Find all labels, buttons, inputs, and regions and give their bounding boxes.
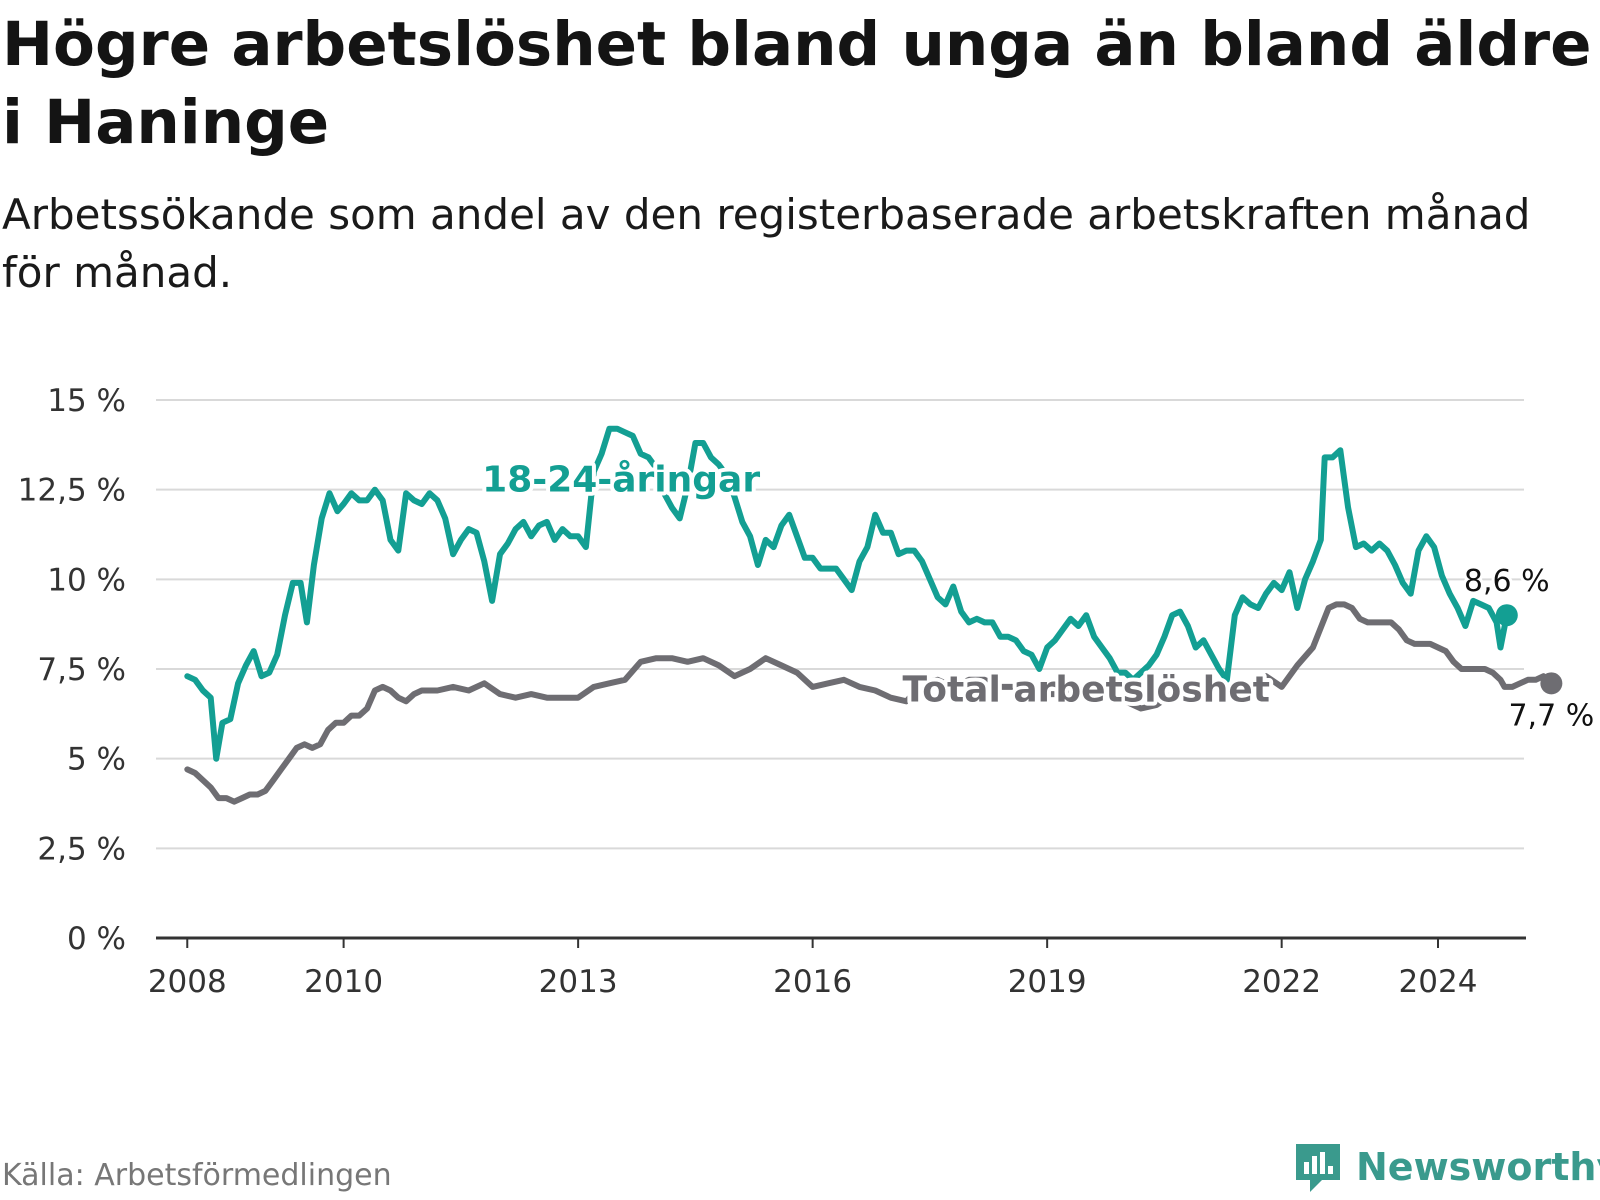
x-tick-label: 2013 bbox=[539, 964, 618, 1000]
x-tick-label: 2022 bbox=[1242, 964, 1321, 1000]
end-label-youth: 8,6 % bbox=[1464, 564, 1550, 599]
chart-title: Högre arbetslöshet bland unga än bland ä… bbox=[2, 9, 1592, 158]
end-point-youth bbox=[1495, 604, 1518, 627]
newsworthy-logo-icon bbox=[1296, 1144, 1340, 1192]
series bbox=[184, 425, 1563, 805]
x-axis: 2008 2010 2013 2016 2019 2022 2024 bbox=[148, 936, 1526, 1000]
end-label-total: 7,7 % bbox=[1508, 698, 1594, 733]
chart-subtitle: Arbetssökande som andel av den registerb… bbox=[2, 190, 1531, 297]
x-tick-label: 2019 bbox=[1008, 964, 1087, 1000]
y-tick-label: 12,5 % bbox=[18, 473, 126, 509]
source-note: Källa: Arbetsförmedlingen bbox=[2, 1158, 392, 1193]
x-tick-label: 2024 bbox=[1399, 964, 1478, 1000]
y-tick-label: 10 % bbox=[47, 562, 126, 598]
series-line-youth bbox=[184, 425, 1510, 762]
x-tick-label: 2008 bbox=[148, 964, 227, 1000]
brand-logo[interactable]: Newsworthy bbox=[1292, 1140, 1600, 1194]
x-tick-label: 2016 bbox=[773, 964, 852, 1000]
gridlines bbox=[156, 399, 1524, 850]
y-tick-label: 0 % bbox=[67, 921, 126, 957]
y-tick-label: 2,5 % bbox=[37, 831, 126, 867]
y-tick-label: 15 % bbox=[47, 383, 126, 419]
y-tick-label: 5 % bbox=[67, 742, 126, 778]
series-line-total bbox=[184, 601, 1555, 805]
brand-name: Newsworthy bbox=[1356, 1145, 1600, 1189]
series-labels: 8,6 % 7,7 % 18-24-åringar Total arbetslöshe… bbox=[478, 455, 1597, 736]
y-tick-label: 7,5 % bbox=[37, 652, 126, 688]
x-tick-label: 2010 bbox=[304, 964, 383, 1000]
series-label-youth: 18-24-åringar bbox=[482, 459, 760, 500]
series-label-total: Total arbetslöshet bbox=[902, 669, 1270, 710]
line-chart: 0 %2,5 %5 %7,5 %10 %12,5 %15 % 2008 2010 2… bbox=[18, 383, 1598, 1000]
end-point-total bbox=[1540, 672, 1563, 695]
y-axis: 0 % 2,5 % 5 % 7,5 % 10 % 12,5 % 15 % bbox=[18, 383, 126, 957]
